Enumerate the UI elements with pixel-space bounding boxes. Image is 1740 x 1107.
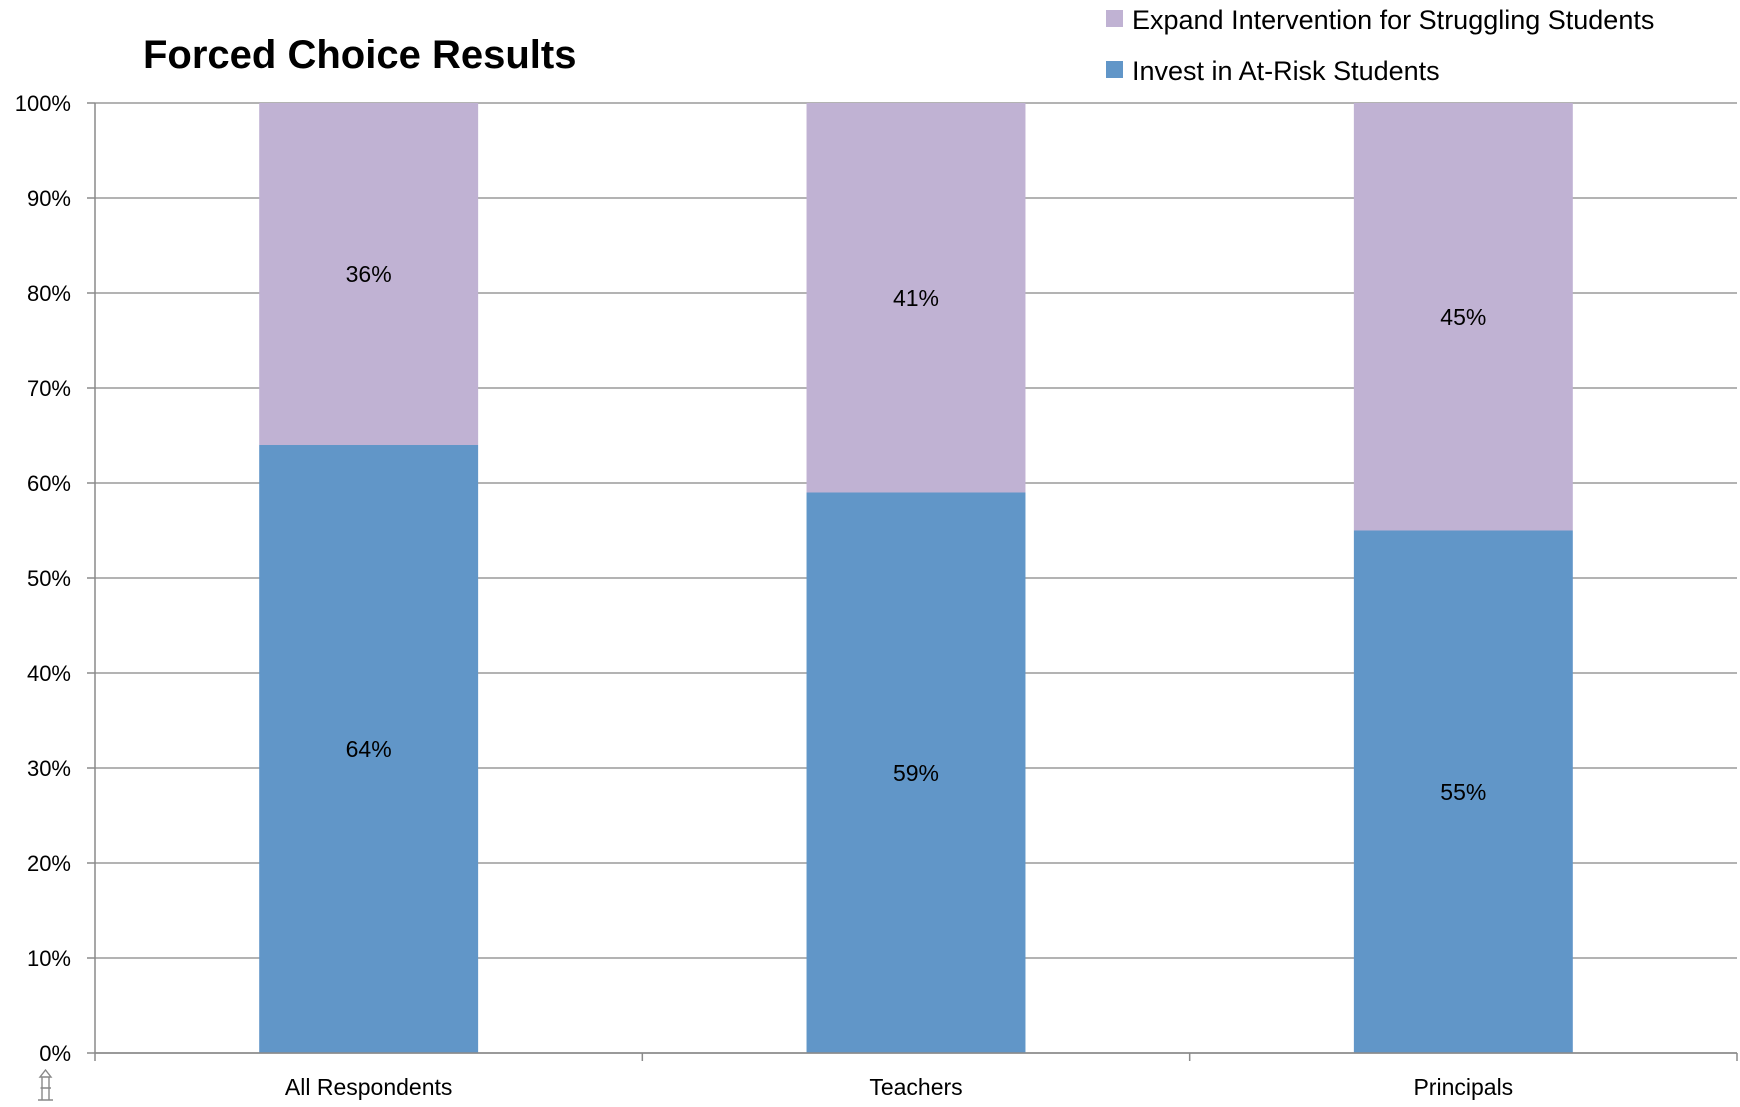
- data-label: 41%: [893, 285, 939, 311]
- bar-teachers-invest-in-at-risk-students: [806, 492, 1026, 1053]
- bar-all-respondents-expand-intervention-for-struggling-students: [259, 103, 479, 445]
- data-label: 55%: [1440, 779, 1486, 805]
- data-label: 36%: [346, 261, 392, 287]
- chart-title: Forced Choice Results: [143, 33, 576, 77]
- y-tick-label: 50%: [27, 566, 71, 591]
- bar-principals-invest-in-at-risk-students: [1353, 530, 1573, 1053]
- bar-principals-expand-intervention-for-struggling-students: [1353, 103, 1573, 531]
- y-tick-label: 10%: [27, 946, 71, 971]
- data-label: 64%: [346, 736, 392, 762]
- legend-label: Expand Intervention for Struggling Stude…: [1132, 5, 1654, 35]
- x-tick-label: Principals: [1413, 1074, 1513, 1100]
- bar-teachers-expand-intervention-for-struggling-students: [806, 103, 1026, 493]
- bar-series: [259, 103, 1573, 1053]
- y-tick-label: 20%: [27, 851, 71, 876]
- legend-swatch-invest-in-at-risk-students: [1106, 61, 1123, 78]
- y-tick-label: 40%: [27, 661, 71, 686]
- bar-all-respondents-invest-in-at-risk-students: [259, 445, 479, 1053]
- y-tick-label: 70%: [27, 376, 71, 401]
- data-label: 45%: [1440, 304, 1486, 330]
- y-tick-label: 80%: [27, 281, 71, 306]
- x-tick-label: Teachers: [869, 1074, 962, 1100]
- y-tick-label: 90%: [27, 186, 71, 211]
- y-tick-label: 100%: [15, 91, 71, 116]
- y-tick-label: 30%: [27, 756, 71, 781]
- x-tick-label: All Respondents: [285, 1074, 453, 1100]
- y-tick-label: 0%: [39, 1041, 71, 1066]
- legend-swatch-expand-intervention-for-struggling-students: [1106, 10, 1123, 27]
- x-axis: All Respondents Teachers Principals: [94, 1052, 1738, 1100]
- data-label: 59%: [893, 760, 939, 786]
- legend: Expand Intervention for Struggling Stude…: [1106, 5, 1654, 86]
- corner-icon: [38, 1068, 53, 1101]
- y-axis: 0% 10% 20% 30% 40% 50% 60% 70% 80% 90% 100%: [15, 91, 96, 1066]
- legend-label: Invest in At-Risk Students: [1132, 56, 1440, 86]
- data-labels: 64% 36% 59% 41% 55% 45%: [346, 261, 1487, 805]
- y-tick-label: 60%: [27, 471, 71, 496]
